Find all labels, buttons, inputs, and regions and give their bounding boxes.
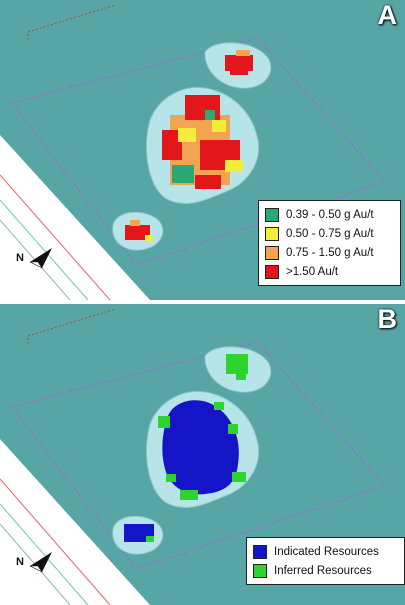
legend-label: >1.50 Au/t bbox=[286, 265, 339, 278]
north-arrow-b bbox=[29, 552, 52, 573]
ore-blocks-main bbox=[162, 95, 243, 189]
road-line bbox=[0, 174, 111, 300]
legend-item: 0.50 - 0.75 g Au/t bbox=[265, 224, 394, 243]
north-label: N bbox=[16, 556, 24, 568]
panel-label-b: B bbox=[377, 304, 398, 334]
survey-line bbox=[27, 308, 116, 344]
resource-blocks-south bbox=[124, 524, 154, 542]
legend-swatch bbox=[265, 207, 279, 222]
road-line bbox=[0, 199, 89, 300]
legend-swatch bbox=[265, 245, 279, 260]
legend-swatch bbox=[253, 563, 267, 578]
legend-b: Indicated Resources Inferred Resources bbox=[246, 537, 405, 585]
model-boundary bbox=[11, 37, 386, 266]
legend-label: Indicated Resources bbox=[274, 545, 379, 558]
north-label: N bbox=[16, 252, 24, 264]
legend-item: 0.75 - 1.50 g Au/t bbox=[265, 243, 394, 262]
panel-b: N B bbox=[0, 304, 405, 605]
terrain-model-a bbox=[0, 4, 386, 300]
legend-item: Indicated Resources bbox=[253, 542, 398, 561]
panel-divider bbox=[0, 300, 405, 304]
panel-a: N A 0.39 - 0.50 g Au/t 0.50 - 0.75 g Au/… bbox=[0, 0, 405, 300]
legend-a: 0.39 - 0.50 g Au/t 0.50 - 0.75 g Au/t 0.… bbox=[258, 200, 401, 286]
terrain-model-b bbox=[0, 308, 386, 605]
ore-blocks-north bbox=[225, 50, 253, 75]
legend-label: 0.50 - 0.75 g Au/t bbox=[286, 227, 374, 240]
legend-item: >1.50 Au/t bbox=[265, 262, 394, 281]
survey-line bbox=[27, 4, 116, 40]
road-line bbox=[0, 503, 89, 605]
north-arrow-a bbox=[29, 248, 52, 269]
legend-swatch bbox=[265, 226, 279, 241]
legend-swatch bbox=[253, 544, 267, 559]
legend-label: 0.75 - 1.50 g Au/t bbox=[286, 246, 374, 259]
legend-swatch bbox=[265, 264, 279, 279]
legend-label: Inferred Resources bbox=[274, 564, 372, 577]
legend-item: 0.39 - 0.50 g Au/t bbox=[265, 205, 394, 224]
resource-blocks-main bbox=[158, 400, 246, 500]
legend-label: 0.39 - 0.50 g Au/t bbox=[286, 208, 374, 221]
ore-blocks-south bbox=[125, 220, 153, 241]
legend-item: Inferred Resources bbox=[253, 561, 398, 580]
resource-blocks-north bbox=[226, 354, 248, 380]
panel-label-a: A bbox=[377, 0, 398, 30]
model-boundary bbox=[11, 341, 386, 570]
road-line bbox=[0, 478, 111, 605]
